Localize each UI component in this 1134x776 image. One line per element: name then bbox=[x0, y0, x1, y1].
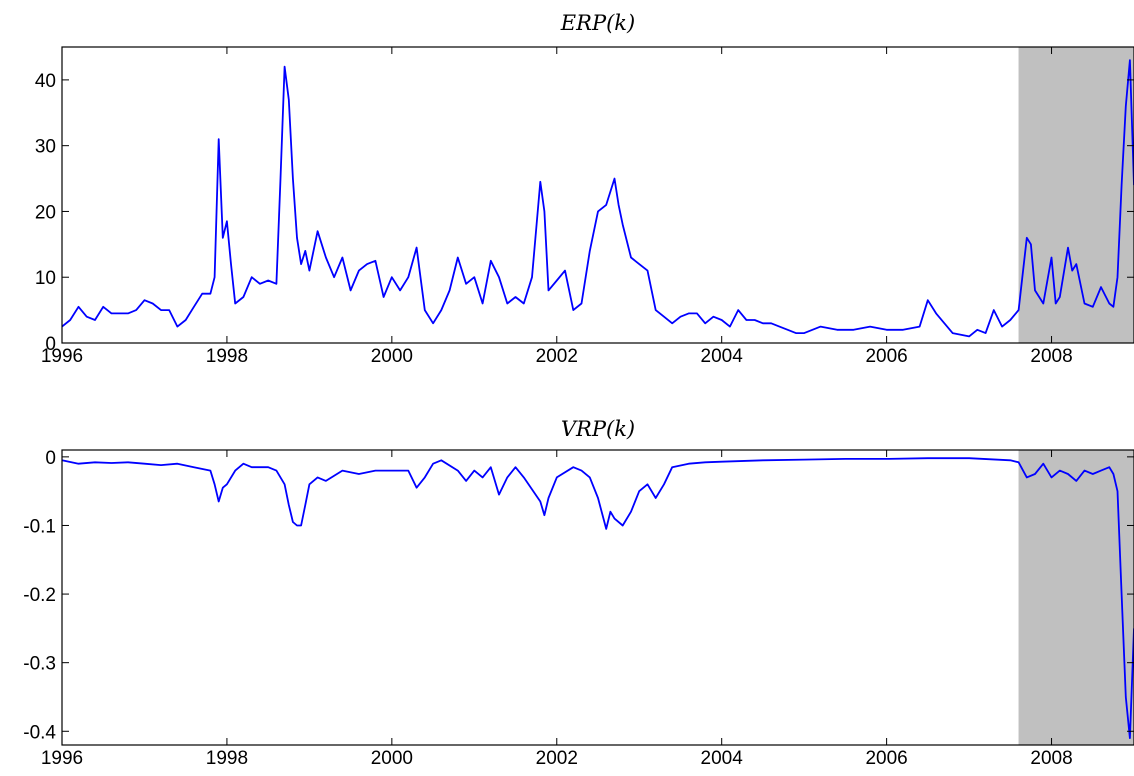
vrp-shaded-region bbox=[1018, 450, 1134, 745]
vrp-chart: VRP(k) 1996 1998 2000 2002 2004 2006 2008 0 -0.… bbox=[23, 417, 1134, 769]
vrp-y-axis: 0 -0.1 -0.2 -0.3 -0.4 bbox=[23, 448, 1134, 743]
x-tick-label-2002: 2002 bbox=[536, 346, 578, 367]
y-tick-label-4: -0.4 bbox=[23, 722, 56, 743]
x-tick-label-2002: 2002 bbox=[536, 748, 578, 769]
x-tick-label-1998: 1998 bbox=[206, 346, 248, 367]
erp-axes-frame bbox=[61, 46, 1134, 344]
y-tick-label-2: 20 bbox=[35, 202, 56, 223]
y-tick-label-0: 0 bbox=[45, 448, 56, 469]
x-tick-label-2008: 2008 bbox=[1030, 748, 1072, 769]
y-tick-label-3: 30 bbox=[35, 137, 56, 158]
x-tick-label-2006: 2006 bbox=[865, 748, 907, 769]
x-tick-label-1998: 1998 bbox=[206, 748, 248, 769]
y-tick-label-2: -0.2 bbox=[23, 585, 56, 606]
x-tick-label-2004: 2004 bbox=[701, 748, 744, 769]
erp-series-line bbox=[61, 59, 1134, 338]
y-tick-label-4: 40 bbox=[35, 71, 56, 92]
erp-chart: ERP(k) 1996 1998 2000 2002 2004 2006 2008 0 10 2… bbox=[35, 11, 1134, 367]
erp-x-axis: 1996 1998 2000 2002 2004 2006 2008 bbox=[41, 47, 1073, 367]
erp-shaded-region bbox=[1018, 47, 1134, 343]
y-tick-label-0: 0 bbox=[45, 334, 56, 355]
x-tick-label-2000: 2000 bbox=[371, 346, 413, 367]
x-tick-label-1996: 1996 bbox=[41, 748, 83, 769]
y-tick-label-1: -0.1 bbox=[23, 516, 56, 537]
erp-y-axis: 0 10 20 30 40 bbox=[35, 71, 1134, 355]
vrp-x-axis: 1996 1998 2000 2002 2004 2006 2008 bbox=[41, 450, 1073, 769]
vrp-axes-frame bbox=[61, 449, 1134, 746]
x-tick-label-2006: 2006 bbox=[865, 346, 907, 367]
erp-chart-title: ERP(k) bbox=[560, 11, 635, 35]
vrp-series-line bbox=[61, 457, 1134, 739]
x-tick-label-2000: 2000 bbox=[371, 748, 413, 769]
x-tick-label-1996: 1996 bbox=[41, 346, 83, 367]
x-tick-label-2008: 2008 bbox=[1030, 346, 1072, 367]
y-tick-label-1: 10 bbox=[35, 268, 56, 289]
y-tick-label-3: -0.3 bbox=[23, 654, 56, 675]
vrp-chart-title: VRP(k) bbox=[561, 417, 635, 441]
x-tick-label-2004: 2004 bbox=[701, 346, 744, 367]
